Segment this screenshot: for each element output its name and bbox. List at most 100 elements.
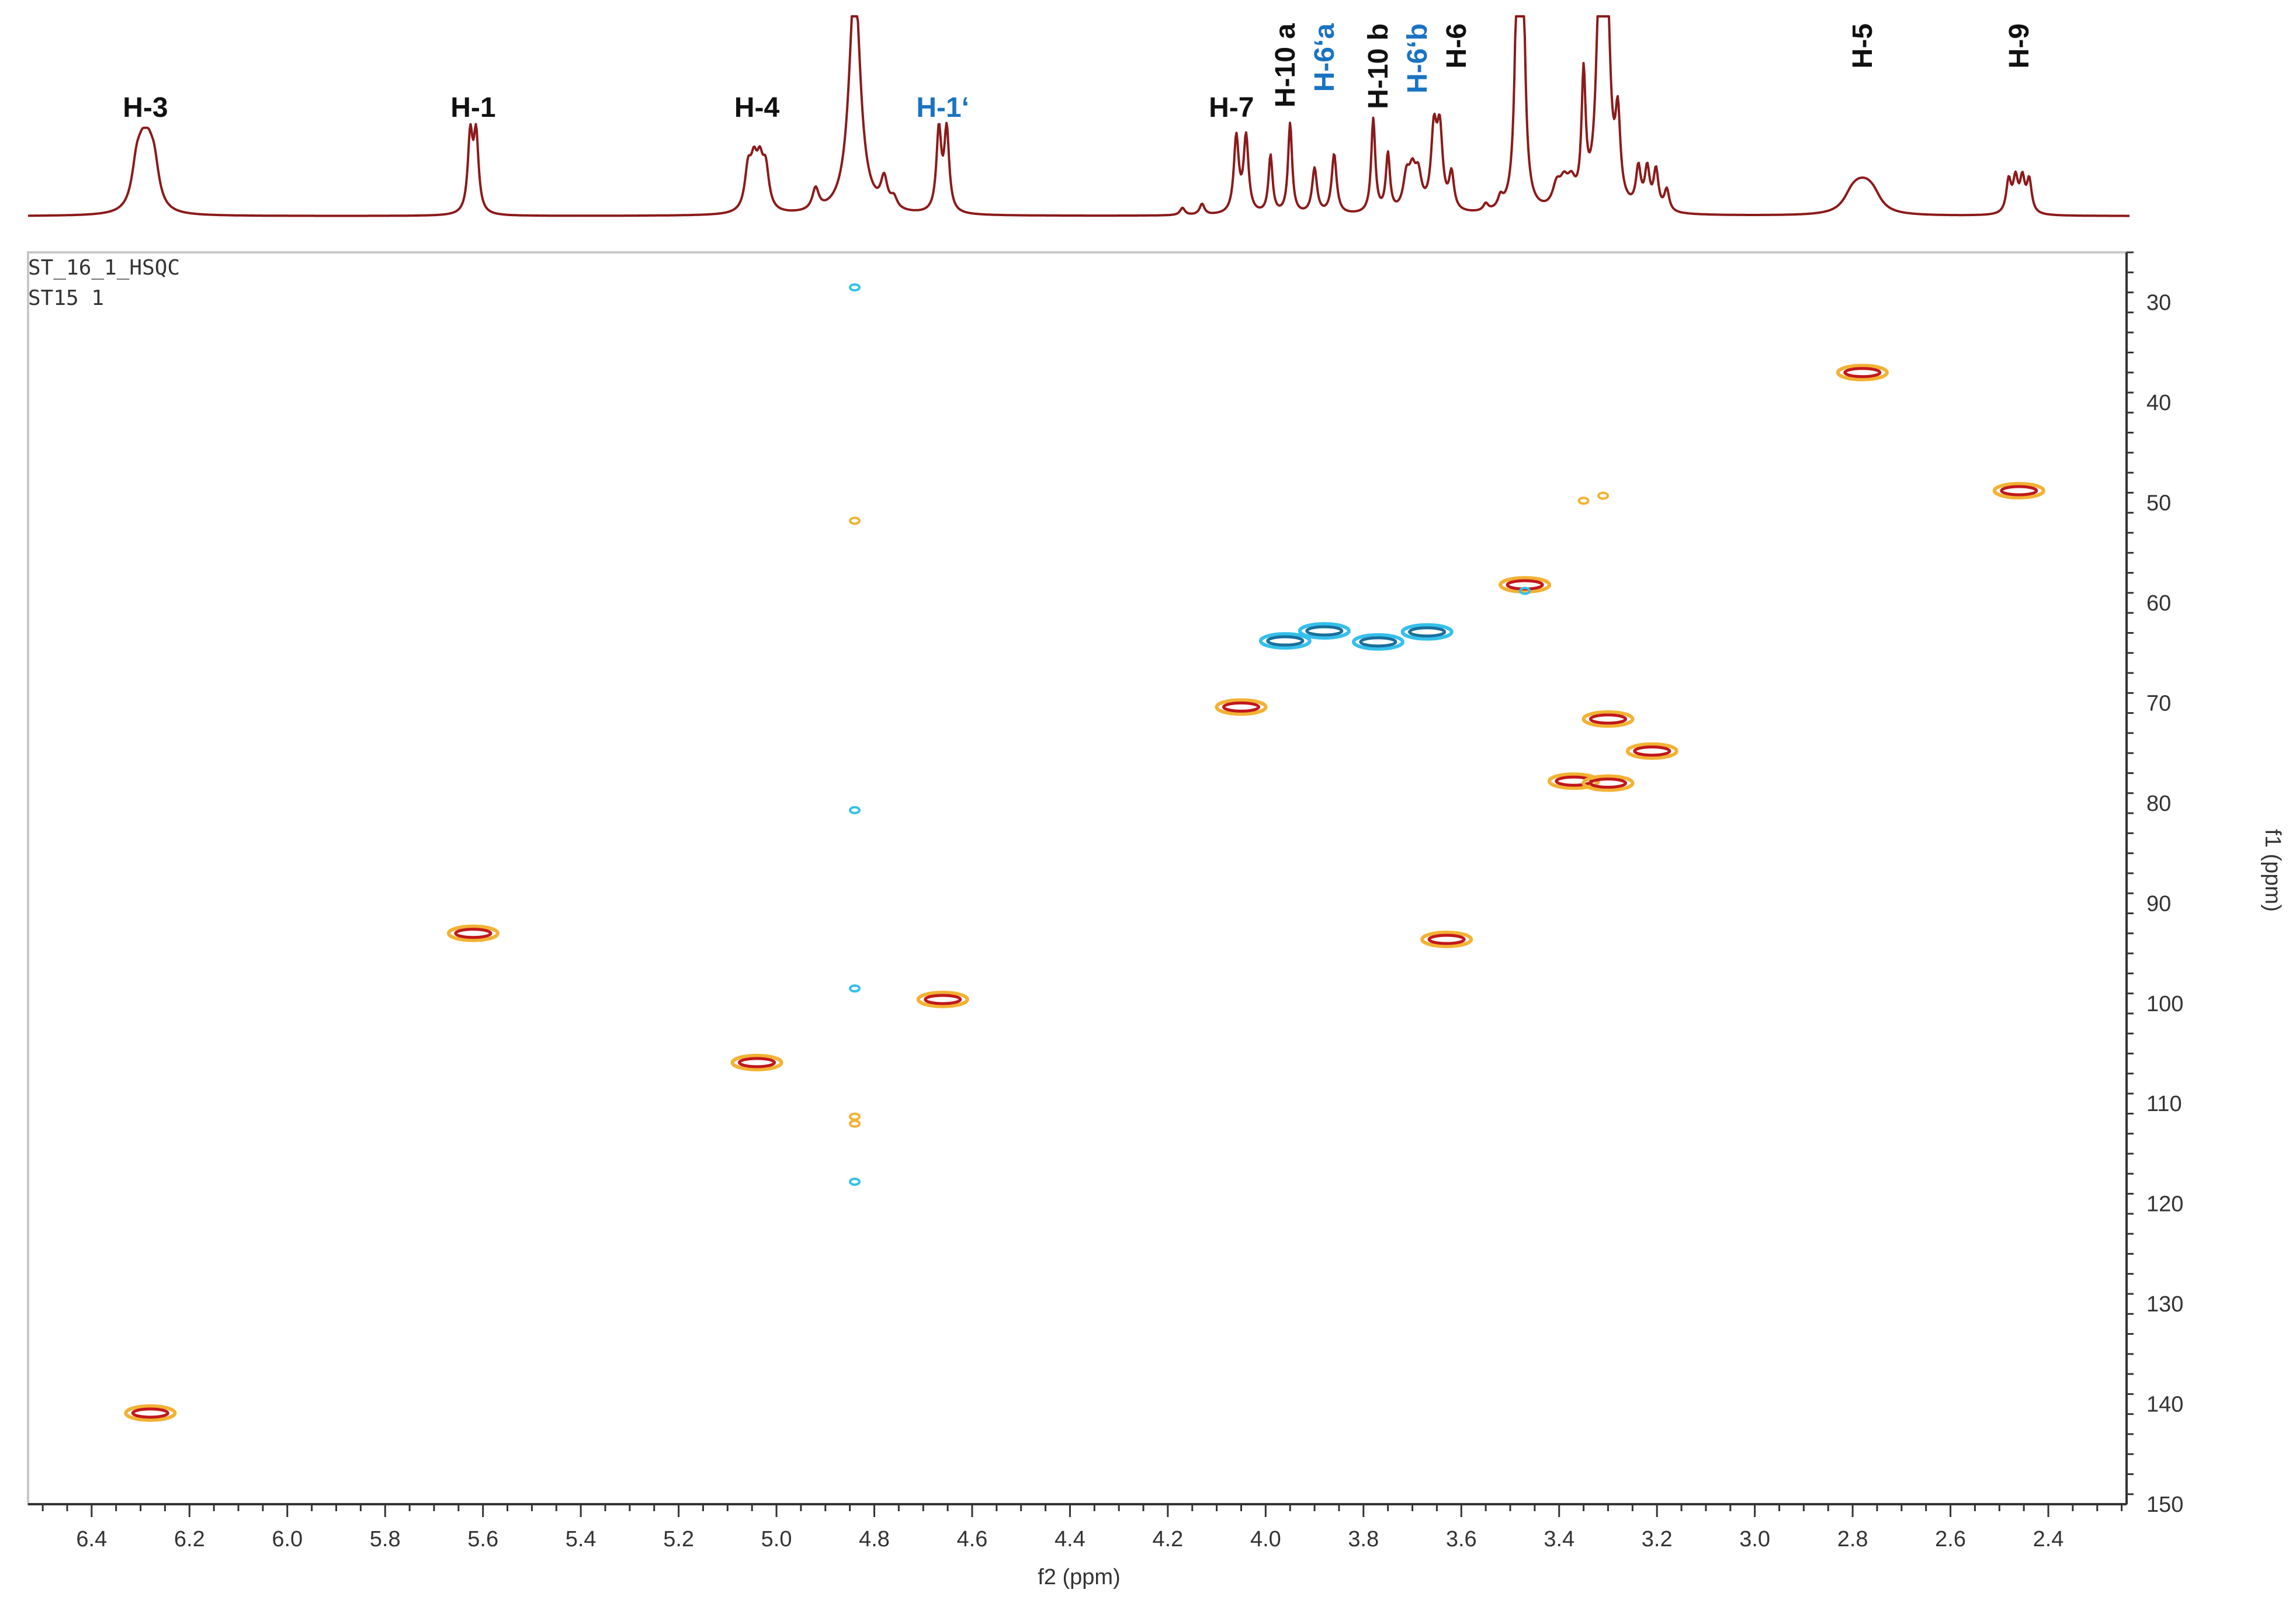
weak-cross-peak-negative-3	[849, 1177, 861, 1186]
cross-peak-negative-3	[1400, 623, 1454, 641]
cross-peak-positive-7	[1581, 774, 1635, 792]
contour-outer	[1581, 710, 1635, 728]
x-tick-label: 6.4	[76, 1527, 107, 1552]
cross-peak-positive-11	[730, 1053, 783, 1071]
contour-inner	[1589, 713, 1627, 725]
contour-inner	[1222, 701, 1260, 713]
contour-inner	[2000, 485, 2038, 497]
cross-peak-positive-0	[1836, 363, 1889, 381]
x-tick-label: 5.4	[566, 1527, 596, 1552]
contour-inner	[738, 1057, 776, 1068]
weak-cross-peak-positive-2	[849, 516, 861, 525]
y-tick-label: 80	[2146, 792, 2171, 816]
contour-outer	[1625, 742, 1678, 760]
x-tick-label: 2.8	[1837, 1527, 1868, 1552]
peak-label-4: H-7	[1209, 92, 1254, 123]
x-tick-label: 4.2	[1152, 1527, 1183, 1552]
contour-inner	[1305, 625, 1344, 637]
y-tick-label: 130	[2146, 1292, 2183, 1317]
contour-inner	[1633, 745, 1671, 757]
weak-cross-peak-positive-3	[849, 1112, 861, 1121]
x-tick-label: 4.8	[859, 1527, 890, 1552]
peak-label-1: H-1	[450, 92, 495, 123]
cross-peak-positive-3	[1215, 698, 1268, 716]
x-tick-label: 6.2	[174, 1527, 205, 1552]
peak-labels: H-3 H-1 H-4 H-1‘ H-7 H-10 a H-6‘a H-10 b H-6‘b H-…	[123, 23, 2035, 123]
peak-label-3: H-1‘	[916, 92, 969, 123]
weak-cross-peak-negative-2	[849, 984, 861, 993]
x-axis-title: f2 (ppm)	[1038, 1565, 1120, 1589]
contour-inner	[1359, 636, 1397, 648]
contour-inner	[1427, 933, 1466, 945]
cross-peak-positive-12	[124, 1404, 177, 1422]
peak-label-9: H-6	[1441, 23, 1472, 68]
peak-label-5: H-10 a	[1270, 23, 1301, 107]
cross-peak-positive-5	[1625, 742, 1678, 760]
contour-inner	[131, 1407, 169, 1419]
x-tick-label: 4.4	[1055, 1527, 1085, 1552]
y-tick-label: 100	[2146, 992, 2183, 1016]
weak-cross-peak-positive-1	[1577, 497, 1590, 505]
x-tick-label: 6.0	[272, 1527, 303, 1552]
contour-inner	[1266, 635, 1305, 647]
cross-peak-positive-8	[446, 924, 500, 942]
cross-peak-positive-1	[1992, 482, 2045, 500]
x-tick-label: 4.6	[957, 1527, 988, 1552]
x-tick-label: 5.6	[467, 1527, 498, 1552]
y-tick-label: 110	[2146, 1092, 2182, 1116]
cross-peak-positive-4	[1581, 710, 1635, 728]
cross-peak-negative-2	[1351, 633, 1404, 651]
x-tick-label: 2.6	[1935, 1527, 1966, 1552]
x-tick-label: 2.4	[2033, 1527, 2064, 1552]
proton-spectrum-trace	[27, 15, 2130, 217]
x-tick-label: 3.4	[1544, 1527, 1574, 1552]
weak-cross-peak-positive-0	[1597, 491, 1610, 500]
contour-outer	[446, 924, 500, 942]
proton-spectrum	[27, 15, 2130, 217]
y-tick-label: 50	[2146, 491, 2171, 516]
y-axis-title: f1 (ppm)	[2260, 829, 2285, 911]
peak-label-11: H-9	[2004, 23, 2035, 68]
y-tick-label: 30	[2146, 291, 2171, 315]
contour-outer	[916, 990, 969, 1008]
peak-label-7: H-10 b	[1363, 23, 1394, 109]
y-tick-label: 60	[2146, 591, 2171, 616]
contour-outer	[1499, 576, 1552, 594]
axes: 6.4 6.2 6.0 5.8 5.6 5.4 5.2 5.0 4.8 4.6 4.4 4.2 4.0 3…	[28, 251, 2183, 1552]
y-tick-label: 90	[2146, 891, 2171, 916]
contour-inner	[454, 928, 493, 939]
weak-cross-peak-negative-1	[849, 806, 861, 814]
peak-label-2: H-4	[734, 92, 780, 123]
contour-outer	[124, 1404, 177, 1422]
contour-inner	[1408, 626, 1447, 638]
peak-label-8: H-6‘b	[1402, 23, 1433, 93]
x-tick-label: 5.8	[370, 1527, 401, 1552]
cross-peak-negative-1	[1298, 622, 1351, 640]
contour-outer	[1420, 931, 1473, 949]
contour-inner	[924, 994, 962, 1005]
contour-inner	[1843, 367, 1882, 379]
weak-cross-peak-negative-0	[849, 283, 861, 292]
y-tick-label: 150	[2146, 1493, 2183, 1517]
cross-peak-positive-9	[1420, 931, 1473, 949]
y-tick-label: 120	[2146, 1192, 2183, 1217]
cross-peak-negative-0	[1258, 632, 1312, 650]
x-tick-label: 5.0	[761, 1527, 792, 1552]
y-tick-label: 140	[2146, 1393, 2183, 1417]
contour-inner	[1589, 778, 1627, 789]
weak-cross-peak-negative-4	[1519, 586, 1531, 595]
x-tick-label: 3.0	[1739, 1527, 1770, 1552]
x-tick-label: 3.2	[1642, 1527, 1673, 1552]
contour-outer	[1215, 698, 1268, 716]
contour-outer	[1258, 632, 1312, 650]
contour-outer	[730, 1053, 783, 1071]
y-tick-label: 40	[2146, 391, 2171, 415]
contour-outer	[1298, 622, 1351, 640]
peak-label-10: H-5	[1847, 23, 1878, 68]
peak-label-6: H-6‘a	[1309, 23, 1340, 92]
contour-outer	[1836, 363, 1889, 381]
contour-outer	[1992, 482, 2045, 500]
x-tick-label: 4.0	[1250, 1527, 1281, 1552]
